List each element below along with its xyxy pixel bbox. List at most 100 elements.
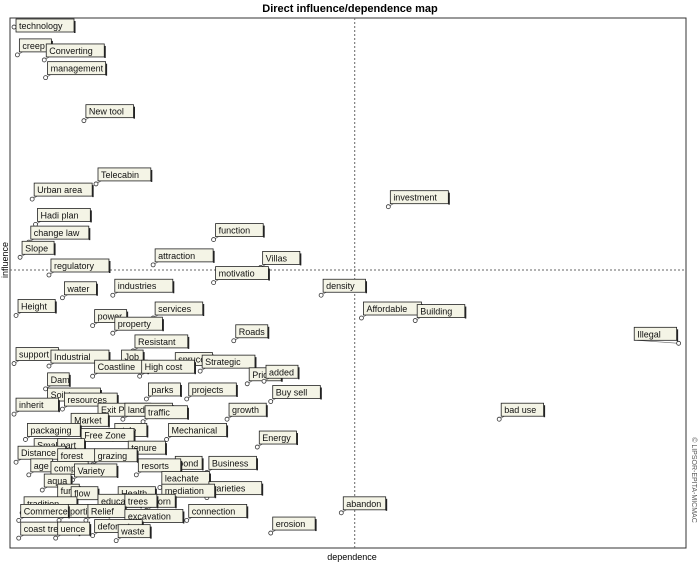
- point-label-shadow: [165, 443, 167, 456]
- point-abandon: abandon: [338, 496, 388, 516]
- point-label: Market: [74, 415, 102, 425]
- point-label-shadow: [365, 281, 368, 294]
- point-marker: [46, 363, 52, 369]
- point-label-shadow: [90, 210, 92, 223]
- point-technology: technology: [11, 18, 76, 33]
- point-label: Health: [121, 489, 147, 499]
- point-bad-use: bad use: [496, 402, 546, 422]
- point-marker: [412, 318, 418, 323]
- point-uence: uence: [53, 521, 92, 541]
- point-label-shadow: [116, 465, 119, 478]
- point-marker: [385, 204, 391, 210]
- point-added: added: [261, 364, 300, 384]
- point-label: High cost: [145, 362, 183, 372]
- point-label: resorts: [141, 461, 169, 471]
- point-label-shadow: [117, 395, 119, 408]
- point-marker: [184, 396, 190, 402]
- point-label: Variety: [77, 466, 105, 476]
- point-label-shadow: [296, 433, 298, 446]
- point-label: age: [34, 461, 49, 471]
- point-traffic: traffic: [140, 405, 189, 425]
- point-label: excavation: [128, 511, 171, 521]
- point-label: waste: [120, 527, 145, 537]
- points-layer: technology creep Converting management New t…: [11, 18, 682, 544]
- point-commerce: Commerce: [16, 504, 70, 523]
- point-grazing: grazing: [90, 448, 139, 468]
- point-label-shadow: [320, 387, 322, 400]
- point-mechanical: Mechanical: [164, 423, 229, 442]
- point-label-shadow: [263, 225, 265, 238]
- point-relief: Relief: [83, 504, 127, 523]
- point-label: regulatory: [54, 261, 95, 271]
- point-marker: [16, 518, 22, 523]
- point-label: Exit Plan: [101, 405, 137, 415]
- y-axis-label: influence: [0, 242, 10, 278]
- point-inherit: inherit: [11, 397, 60, 417]
- point-new-tool: New tool: [81, 104, 136, 124]
- point-label: Slope: [25, 243, 48, 253]
- point-label-shadow: [298, 367, 300, 380]
- point-density: density: [318, 278, 368, 298]
- point-growth: growth: [224, 402, 268, 422]
- point-villas: Villas: [258, 251, 302, 270]
- point-property: property: [110, 316, 164, 336]
- point-label-shadow: [180, 460, 183, 473]
- point-label: Sporting: [64, 506, 98, 516]
- point-label: Building: [420, 307, 452, 317]
- point-marker: [90, 533, 96, 538]
- point-label: educate: [101, 496, 133, 506]
- point-label: deforest: [98, 522, 131, 532]
- point-marker: [23, 437, 28, 442]
- point-marker: [110, 330, 116, 336]
- point-label-shadow: [55, 301, 57, 314]
- point-marker: [157, 485, 163, 490]
- point-label: technology: [19, 21, 63, 31]
- point-marker: [90, 373, 96, 379]
- point-label: Affordable: [366, 304, 407, 314]
- point-label-shadow: [209, 473, 211, 486]
- point-label: Mechanical: [172, 425, 218, 435]
- point-label: compet: [54, 463, 84, 473]
- point-label: resources: [67, 395, 107, 405]
- point-label: worn: [150, 496, 171, 506]
- point-connection: connection: [184, 504, 249, 523]
- point-function: function: [211, 223, 265, 242]
- point-label-shadow: [105, 63, 108, 76]
- point-label: Business: [212, 458, 249, 468]
- point-marker: [60, 406, 65, 412]
- point-marker: [11, 411, 17, 417]
- point-management: management: [43, 61, 108, 81]
- point-illegal: Illegal: [633, 326, 682, 346]
- point-marker: [261, 378, 267, 384]
- point-label-shadow: [543, 405, 546, 418]
- point-label: support: [19, 350, 50, 360]
- point-label-shadow: [246, 506, 249, 519]
- point-label: trees: [128, 496, 149, 506]
- point-marker: [268, 399, 274, 404]
- point-label: management: [51, 64, 104, 74]
- point-label-shadow: [315, 519, 317, 532]
- point-marker: [13, 313, 19, 318]
- point-urban-area: Urban area: [29, 182, 94, 202]
- point-label: growth: [232, 405, 259, 415]
- point-label: Distance: [21, 448, 56, 458]
- point-label-shadow: [187, 407, 189, 420]
- point-marker: [231, 338, 237, 344]
- point-label: abandon: [346, 499, 381, 509]
- point-energy: Energy: [254, 430, 298, 450]
- plot-frame: [9, 17, 687, 549]
- point-label: Hadi plan: [41, 210, 79, 220]
- point-marker: [211, 280, 217, 285]
- point-marker: [133, 472, 139, 478]
- chart-title: Direct influence/dependence map: [262, 3, 438, 15]
- point-regulatory: regulatory: [46, 258, 111, 278]
- point-coastline: Coastline: [90, 359, 149, 379]
- point-projects: projects: [184, 382, 238, 402]
- point-slope: Slope: [17, 240, 56, 260]
- point-label: traffic: [148, 408, 170, 418]
- point-label-shadow: [58, 400, 60, 413]
- point-label-shadow: [172, 281, 175, 294]
- point-marker: [184, 518, 190, 523]
- point-label: New tool: [89, 107, 124, 117]
- point-marker: [254, 444, 260, 450]
